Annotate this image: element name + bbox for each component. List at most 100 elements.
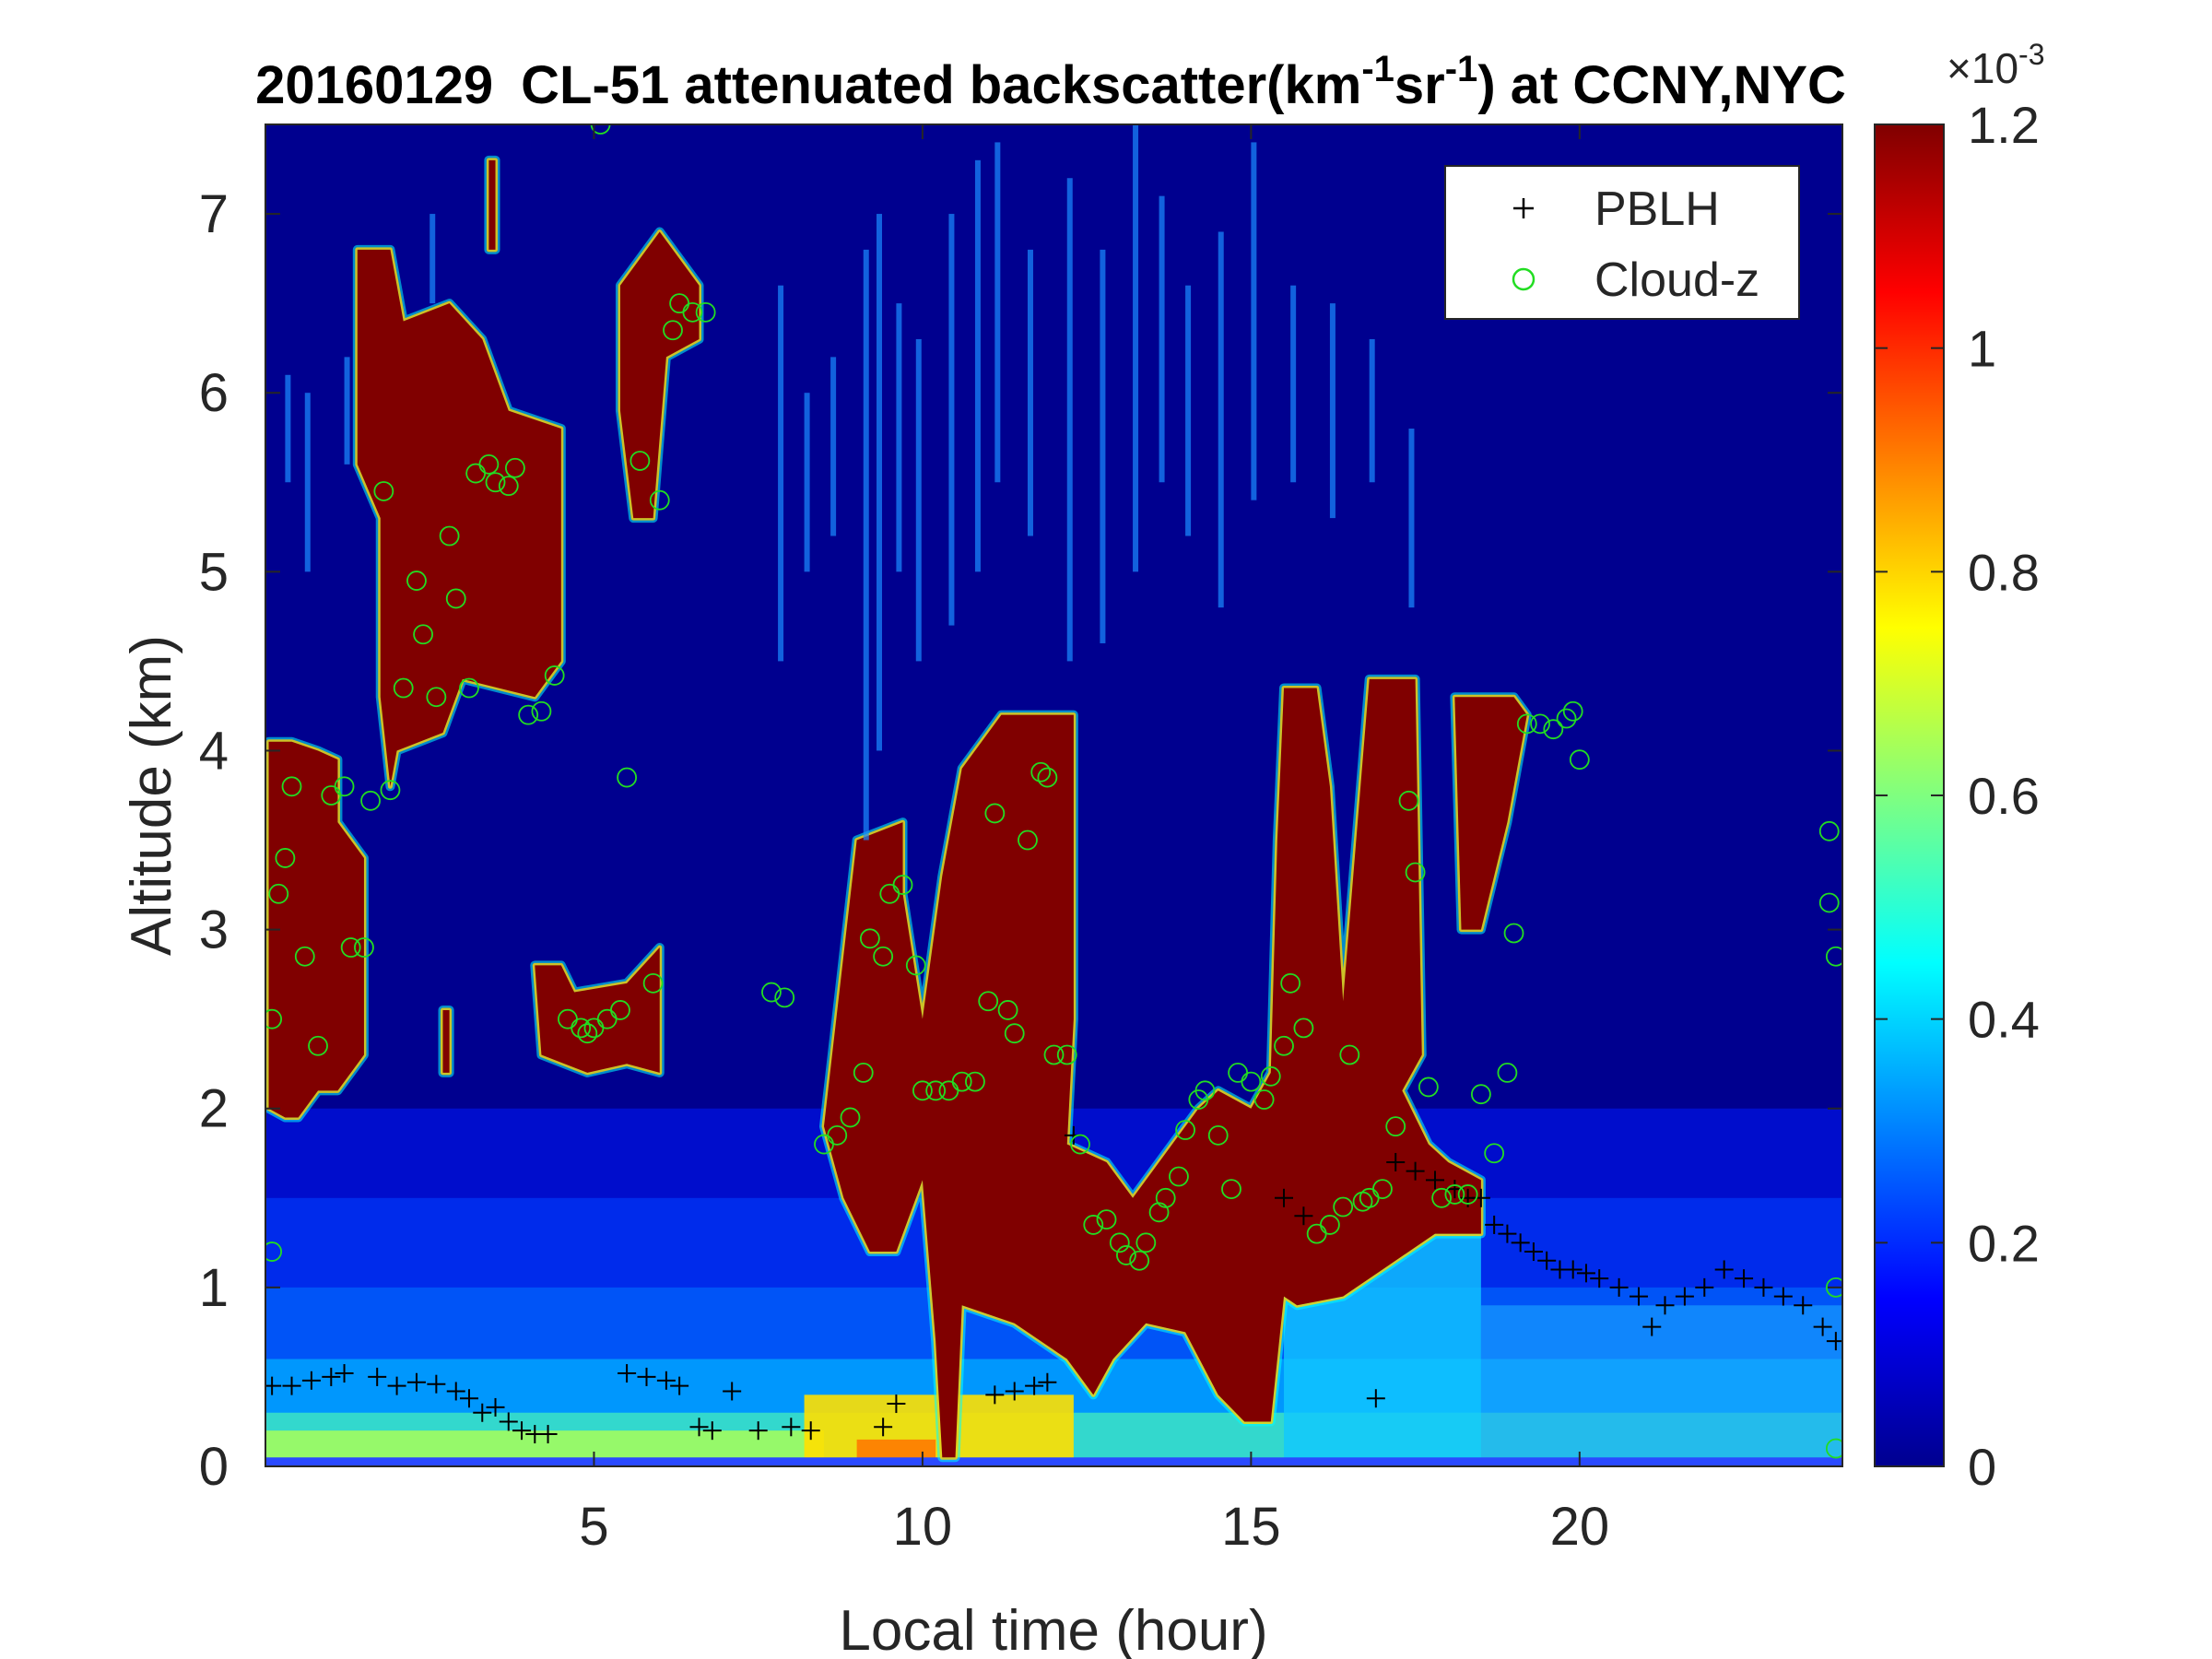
- pblh-point: [689, 1418, 709, 1437]
- cloud-z-point: [1241, 1071, 1262, 1092]
- cloud-z-point: [281, 776, 302, 797]
- pblh-point: [1485, 1215, 1504, 1234]
- colorbar-tick-label: 1: [1968, 320, 1996, 378]
- cloud-z-point: [1320, 1215, 1340, 1235]
- pblh-point: [1425, 1171, 1444, 1190]
- cloud-z-point: [308, 1035, 328, 1056]
- cloud-z-point: [294, 946, 315, 967]
- pblh-point: [1498, 1224, 1517, 1243]
- cloud-z-point: [965, 1071, 985, 1092]
- cloud-z-point: [1169, 1166, 1189, 1187]
- cloud-z-point: [334, 776, 355, 797]
- cloud-z-point: [590, 124, 611, 135]
- cloud-z-point: [577, 1023, 598, 1044]
- pblh-point: [1735, 1269, 1754, 1288]
- cloud-z-point: [873, 946, 894, 967]
- cloud-z-point: [629, 451, 651, 471]
- cloud-z-point: [1135, 1232, 1157, 1253]
- y-tick-label: 5: [199, 542, 229, 602]
- cloud-z-point: [518, 704, 539, 725]
- pblh-point: [1655, 1296, 1675, 1315]
- pblh-point: [1524, 1242, 1543, 1262]
- aerosol-streaks: [285, 124, 1415, 841]
- cloud-z-point: [413, 624, 434, 645]
- cloud-z-point: [571, 1018, 592, 1039]
- cloud-z-point: [663, 320, 683, 341]
- pblh-point: [1695, 1277, 1714, 1297]
- cloud-z-point: [1194, 1080, 1216, 1101]
- y-tick-label: 7: [199, 184, 229, 244]
- y-axis-label: Altitude (km): [120, 635, 183, 956]
- cloud-z-point: [1543, 719, 1564, 740]
- cloud-z-point: [1825, 1438, 1842, 1459]
- cloud-z-point: [531, 700, 552, 722]
- cloud-z-point: [695, 301, 716, 323]
- pblh-point: [1609, 1277, 1629, 1297]
- cloud-z-point: [544, 665, 565, 686]
- pblh-point: [406, 1372, 426, 1392]
- cloud-z-point: [354, 937, 374, 958]
- cloud-z-point: [1497, 1063, 1518, 1083]
- legend-cloud-marker: [1512, 267, 1535, 291]
- pblh-point: [1590, 1269, 1609, 1288]
- cloud-z-point: [682, 301, 703, 323]
- legend: PBLH Cloud-z: [1444, 165, 1800, 320]
- colorbar: 0 0.2 0.4 0.6 0.8 1 1.2 ×10-3: [1874, 38, 2044, 1496]
- cloud-z-point: [1418, 1077, 1439, 1098]
- cloud-z-point: [360, 790, 381, 811]
- plot-area: [265, 124, 1842, 1466]
- pblh-point: [1563, 1260, 1583, 1279]
- cloud-z-point: [275, 848, 296, 868]
- cloud-z-point: [1207, 1124, 1229, 1146]
- cloud-z-point: [1260, 1065, 1281, 1087]
- cloud-z-point: [761, 982, 782, 1003]
- cloud-z-point: [1484, 1143, 1505, 1164]
- pblh-point: [368, 1367, 387, 1386]
- cloud-z-point: [406, 571, 427, 591]
- cloud-z-point: [373, 481, 394, 501]
- cloud-z-point: [459, 677, 479, 699]
- pblh-point: [486, 1397, 505, 1417]
- cloud-z-point: [649, 489, 670, 511]
- cloud-z-point: [1372, 1179, 1393, 1199]
- cloud-z-point: [1070, 1134, 1090, 1155]
- cloud-z-point: [1333, 1196, 1354, 1218]
- cloud-z-point: [1109, 1232, 1130, 1253]
- cloud-z-point: [265, 1241, 283, 1262]
- cloud-z-point: [1253, 1089, 1275, 1110]
- pblh-point: [301, 1371, 321, 1390]
- pblh-point: [670, 1376, 689, 1395]
- pblh-point: [874, 1418, 893, 1437]
- cloud-z-point: [268, 883, 289, 904]
- cloud-z-point: [1339, 1044, 1360, 1065]
- y-tick-label: 0: [199, 1437, 229, 1497]
- x-axis-label: Local time (hour): [839, 1599, 1267, 1659]
- pblh-point: [1629, 1287, 1648, 1306]
- cloud-z-point: [859, 928, 880, 949]
- cloud-z-point: [1470, 1084, 1491, 1105]
- x-tick-label: 10: [893, 1497, 953, 1557]
- pblh-point: [1471, 1188, 1490, 1207]
- cloud-z-point: [1431, 1187, 1453, 1208]
- cloud-z-point: [1503, 923, 1524, 944]
- colorbar-tick-label: 0.4: [1968, 991, 2040, 1049]
- cloud-z-point: [1096, 1209, 1117, 1230]
- pblh-point: [1714, 1260, 1734, 1279]
- cloud-z-point: [905, 955, 926, 976]
- cloud-z-point: [393, 677, 414, 699]
- pblh-point: [1386, 1152, 1406, 1171]
- colorbar-tick-label: 1.2: [1968, 96, 2040, 154]
- colorbar-tick-label: 0.6: [1968, 767, 2040, 825]
- cloud-z-point: [1004, 1023, 1025, 1044]
- pblh-point: [460, 1389, 479, 1408]
- cloud-z-point: [1221, 1179, 1241, 1199]
- pblh-point: [1675, 1287, 1694, 1306]
- cloud-z-point: [978, 991, 999, 1012]
- pblh-point: [1511, 1233, 1530, 1253]
- cloud-z-point: [265, 1008, 283, 1030]
- cloud-z-point: [1274, 1035, 1294, 1056]
- pblh-point: [1025, 1376, 1044, 1395]
- pblh-point: [512, 1421, 532, 1441]
- plot-frame: [265, 124, 1843, 1467]
- pblh-point: [702, 1421, 722, 1441]
